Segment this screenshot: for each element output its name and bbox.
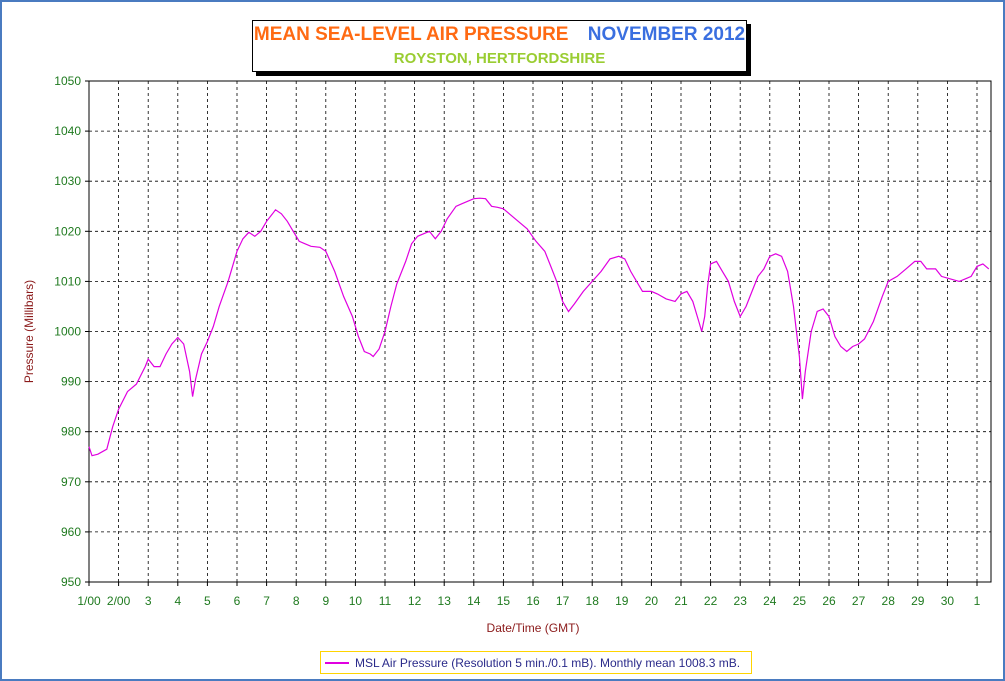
x-tick-label: 8 [293,594,300,608]
x-tick-label: 14 [467,594,481,608]
y-tick-label: 980 [61,425,81,439]
grid-lines [89,81,991,582]
x-tick-label: 3 [145,594,152,608]
x-tick-label: 17 [556,594,570,608]
x-tick-label: 5 [204,594,211,608]
x-tick-label: 24 [763,594,777,608]
plot-area [88,80,992,583]
x-tick-label: 7 [263,594,270,608]
x-tick-label: 15 [497,594,511,608]
y-tick-label: 1000 [54,325,81,339]
x-tick-label: 1/00 [77,594,101,608]
y-tick-label: 1040 [54,124,81,138]
x-tick-label: 30 [941,594,955,608]
x-tick-label: 19 [615,594,629,608]
x-tick-label: 6 [234,594,241,608]
x-tick-label: 10 [349,594,363,608]
x-tick-labels: 1/00 2/00 3 4 5 6 7 8 9 10 11 12 13 14 15 16 17 18 19 20 21 2… [77,582,981,608]
x-tick-label: 4 [174,594,181,608]
x-tick-label: 20 [645,594,659,608]
x-tick-label: 27 [852,594,866,608]
chart-title-box: MEAN SEA-LEVEL AIR PRESSURE NOVEMBER 201… [252,20,747,72]
chart-location: ROYSTON, HERTFORDSHIRE [393,50,606,67]
x-tick-label: 2/00 [107,594,131,608]
y-tick-label: 1020 [54,224,81,238]
y-axis-title: Pressure (Millibars) [22,280,36,383]
x-tick-label: 25 [793,594,807,608]
y-tick-label: 1050 [54,74,81,88]
legend-label: MSL Air Pressure (Resolution 5 min./0.1 … [355,655,741,670]
x-tick-label: 28 [882,594,896,608]
x-tick-label: 22 [704,594,718,608]
y-tick-label: 1030 [54,174,81,188]
legend-swatch [325,661,349,664]
y-tick-label: 1010 [54,274,81,288]
y-tick-label: 950 [61,575,81,589]
x-tick-label: 26 [822,594,836,608]
x-tick-label: 13 [438,594,452,608]
x-tick-label: 18 [586,594,600,608]
x-tick-label: 29 [911,594,925,608]
y-tick-labels: 950 960 970 980 990 1000 1010 1020 1030 1040 1050 [54,74,89,589]
chart-title: MEAN SEA-LEVEL AIR PRESSURE [253,24,569,45]
title-line: MEAN SEA-LEVEL AIR PRESSURE NOVEMBER 201… [253,24,746,46]
x-tick-label: 9 [322,594,329,608]
x-tick-label: 1 [974,594,981,608]
x-tick-label: 12 [408,594,422,608]
legend: MSL Air Pressure (Resolution 5 min./0.1 … [320,651,752,674]
x-tick-label: 16 [526,594,540,608]
x-tick-label: 11 [379,594,392,608]
y-tick-label: 990 [61,375,81,389]
x-tick-label: 21 [674,594,688,608]
y-tick-label: 960 [61,525,81,539]
chart-date: NOVEMBER 2012 [587,24,746,45]
series-line-msl-pressure [88,197,990,457]
y-tick-label: 970 [61,475,81,489]
x-tick-label: 23 [734,594,748,608]
x-axis-title: Date/Time (GMT) [487,621,580,635]
